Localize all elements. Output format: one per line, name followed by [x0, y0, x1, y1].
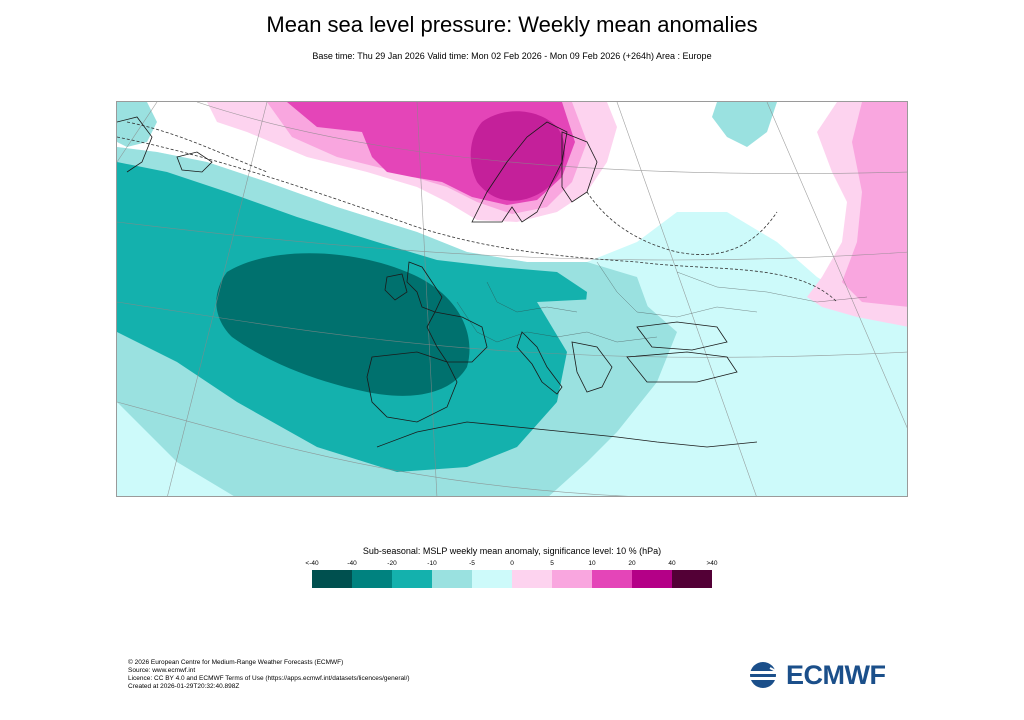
legend-tick-label: -40 [347, 560, 357, 567]
legend-tick-label: -10 [427, 560, 437, 567]
balkan-weak-negative [507, 297, 677, 496]
legend-swatch [312, 570, 352, 588]
north-east-negative-patch [712, 102, 777, 147]
coastlines [117, 116, 758, 448]
legend-swatch [432, 570, 472, 588]
chart-subtitle: Base time: Thu 29 Jan 2026 Valid time: M… [312, 51, 712, 61]
legend-swatch [512, 570, 552, 588]
chart-title: Mean sea level pressure: Weekly mean ano… [266, 12, 758, 37]
ecmwf-logo-icon [748, 662, 784, 688]
legend-tick-label: >40 [706, 560, 718, 567]
legend-colorbar [312, 570, 712, 588]
legend-tick-label: 5 [550, 560, 554, 567]
legend-tick-label: -20 [387, 560, 397, 567]
legend-swatch [392, 570, 432, 588]
footer-line-licence: Licence: CC BY 4.0 and ECMWF Terms of Us… [128, 675, 410, 682]
legend-swatch [592, 570, 632, 588]
legend-swatch [632, 570, 672, 588]
legend-swatch [472, 570, 512, 588]
legend-tick-label: -5 [469, 560, 475, 567]
legend-tick-label: 10 [588, 560, 596, 567]
footer-line-created: Created at 2026-01-29T20:32:40.898Z [128, 683, 240, 690]
scandinavia-positive-core [470, 111, 565, 201]
legend-tick-labels: <-40 -40 -20 -10 -5 0 5 10 20 40 >40 [305, 560, 717, 570]
legend-tick-label: 20 [628, 560, 636, 567]
east-positive-medium [842, 102, 907, 307]
footer-line-source: Source: www.ecmwf.int [128, 667, 196, 674]
anomaly-map[interactable] [116, 101, 908, 497]
legend-swatch [352, 570, 392, 588]
copyright-footer: © 2026 European Centre for Medium-Range … [128, 659, 410, 691]
graticule [117, 102, 907, 496]
country-borders [456, 261, 868, 343]
legend-swatch [672, 570, 712, 588]
ecmwf-logo[interactable]: ECMWF [748, 660, 898, 690]
legend-swatch [552, 570, 592, 588]
legend-tick-label: 0 [510, 560, 514, 567]
logo-text: ECMWF [786, 660, 886, 690]
footer-line-copyright: © 2026 European Centre for Medium-Range … [128, 659, 344, 666]
legend-tick-label: 40 [668, 560, 676, 567]
legend-title: Sub-seasonal: MSLP weekly mean anomaly, … [362, 546, 662, 556]
map-svg [117, 102, 907, 496]
legend-tick-label: <-40 [305, 560, 319, 567]
